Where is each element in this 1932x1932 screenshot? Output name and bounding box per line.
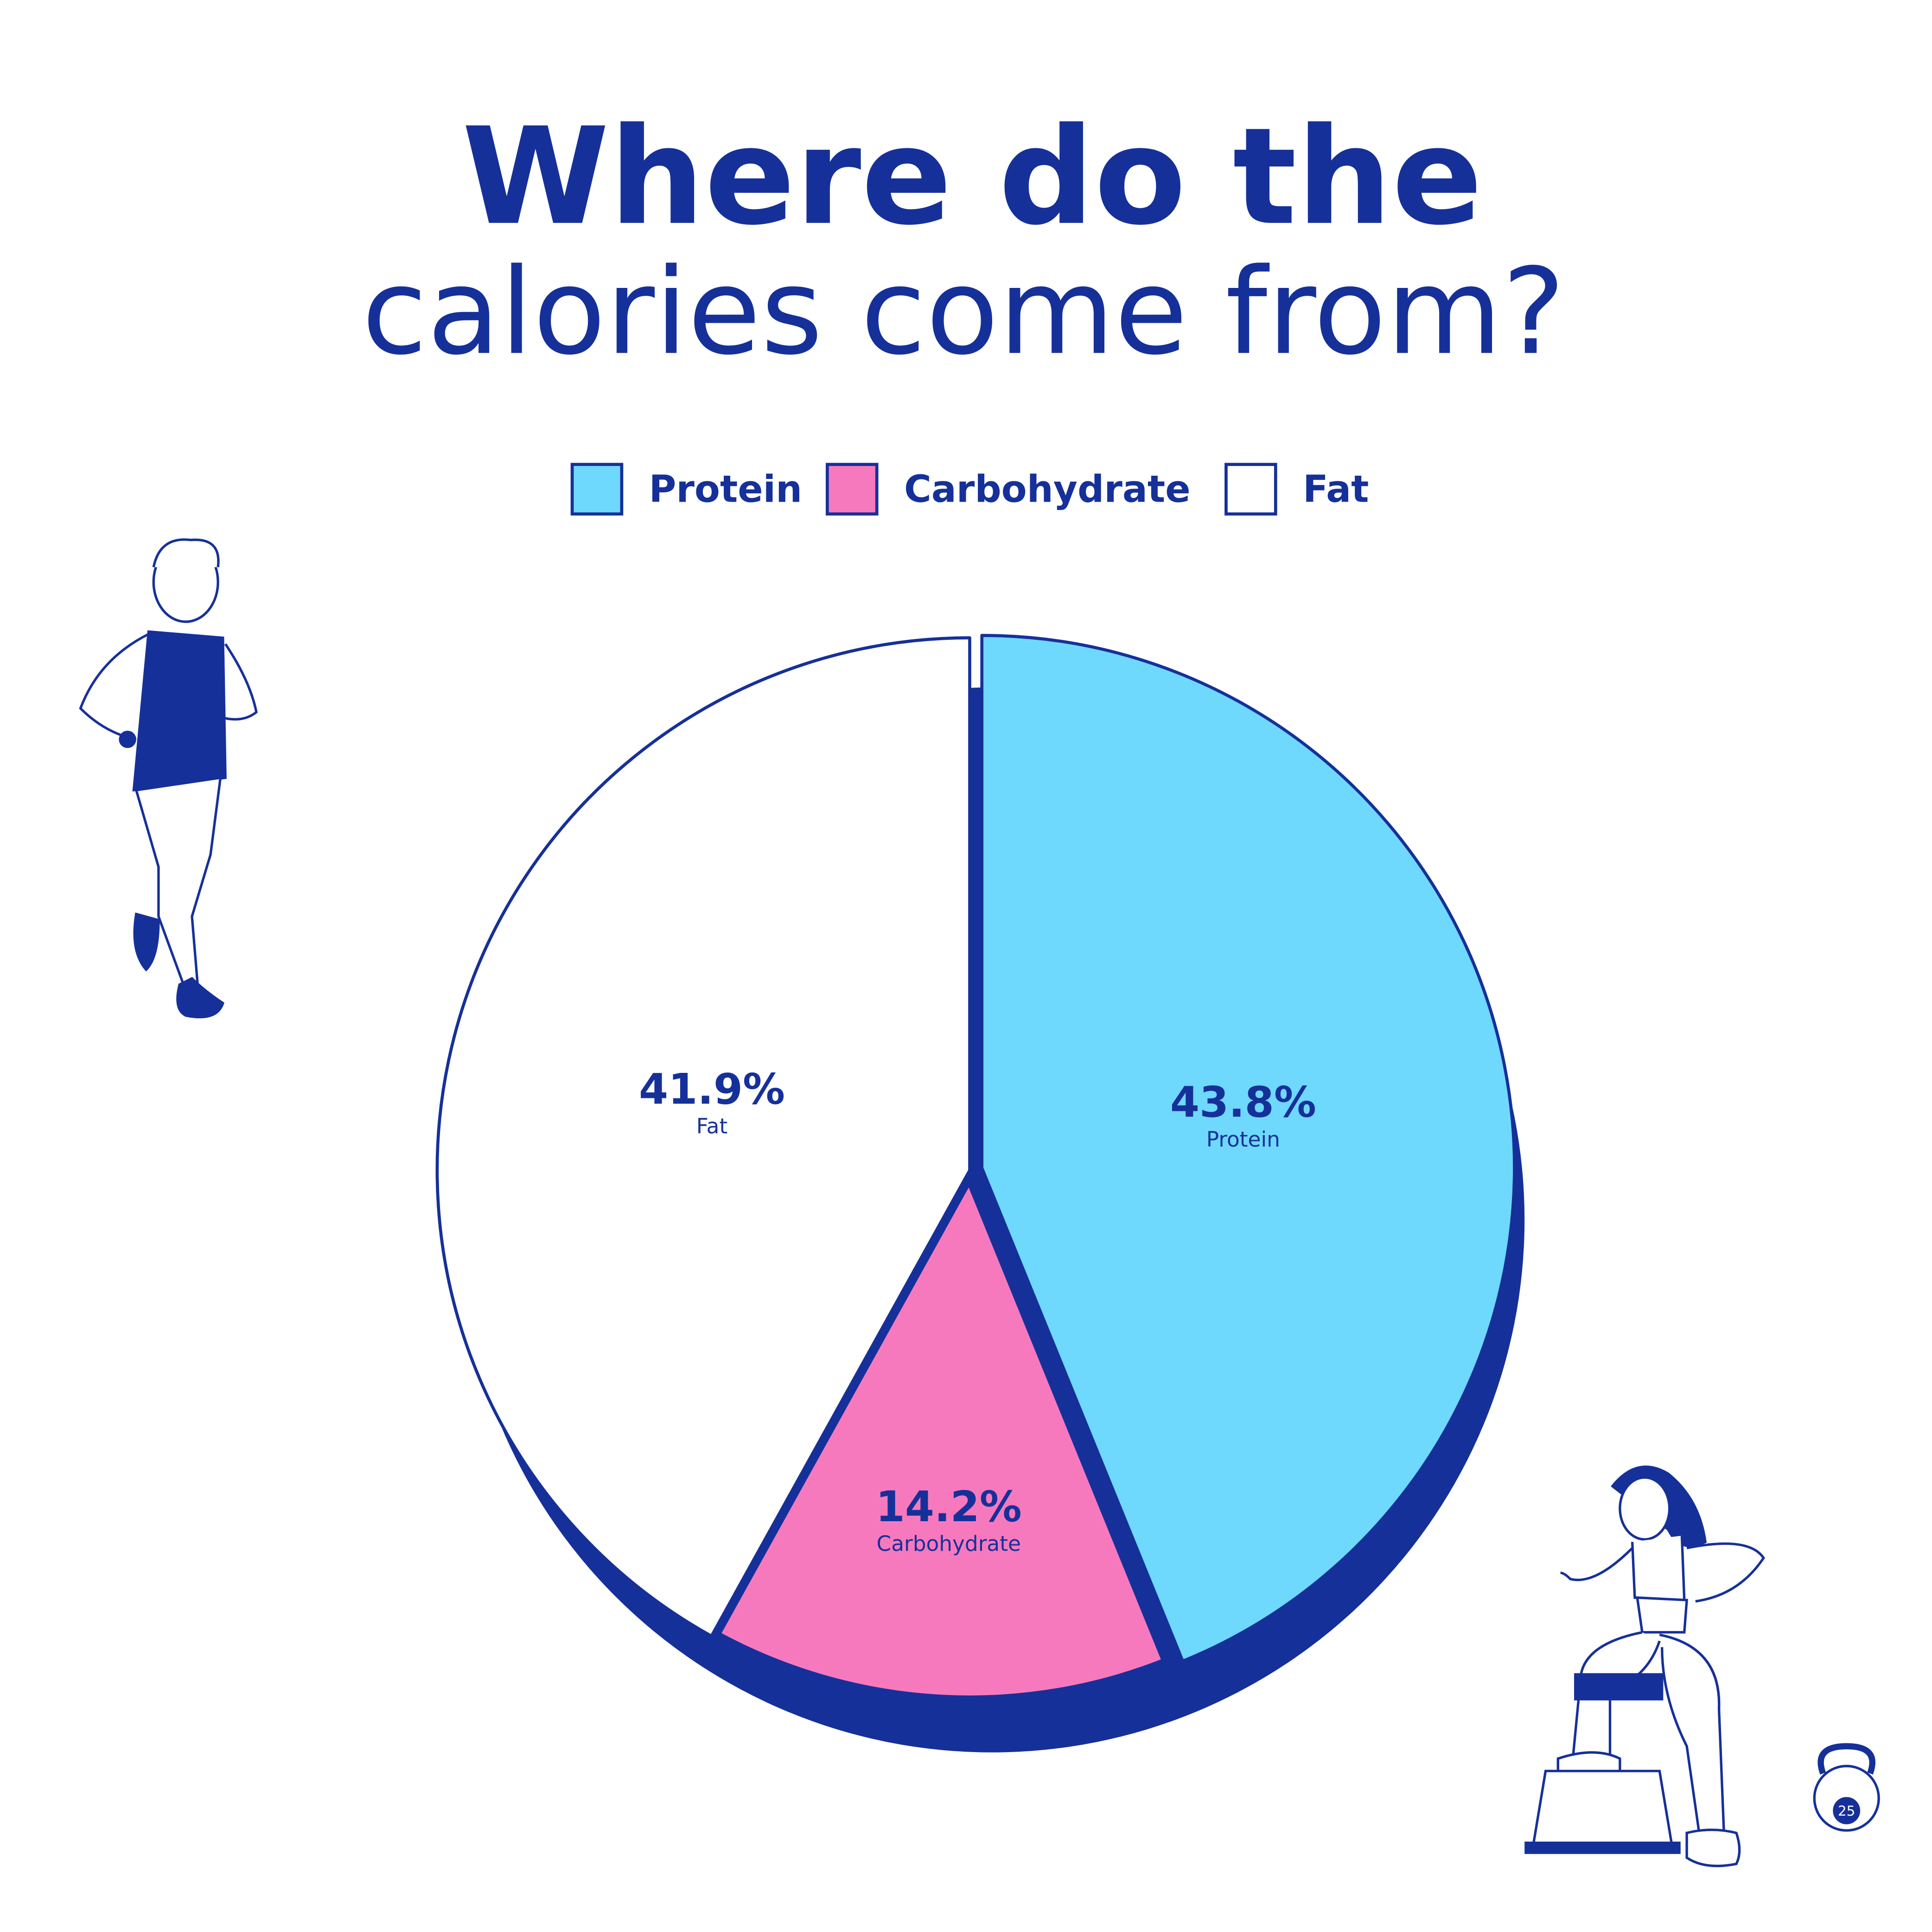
legend-label: Protein — [649, 467, 802, 510]
pie-slice — [980, 634, 1516, 1663]
legend-swatch — [825, 463, 879, 516]
pie-slice — [435, 636, 971, 1638]
value-label: 43.8% — [1170, 1078, 1316, 1127]
category-label: Carbohydrate — [877, 1531, 1021, 1556]
category-label: Protein — [1206, 1127, 1280, 1152]
value-label: 41.9% — [639, 1065, 785, 1114]
pie: 43.8%Protein 14.2%Carbohydrate 41.9%Fat — [435, 634, 1525, 1753]
pie-slice — [704, 1163, 1178, 1710]
chart-title: Where do the — [462, 99, 1483, 255]
legend-swatch — [1224, 463, 1277, 516]
woman-illustration: 25 — [1524, 1465, 1880, 1868]
category-label: Fat — [696, 1114, 728, 1139]
value-label: 14.2% — [876, 1483, 1022, 1531]
legend-label: Fat — [1303, 467, 1369, 510]
legend: Protein Carbohydrate Fat — [570, 463, 1369, 516]
chart-title: calories come from? — [362, 243, 1565, 381]
kettlebell-label: 25 — [1838, 1803, 1855, 1819]
legend-swatch — [570, 463, 624, 516]
legend-label: Carbohydrate — [904, 467, 1191, 510]
runner-illustration — [79, 538, 258, 1019]
